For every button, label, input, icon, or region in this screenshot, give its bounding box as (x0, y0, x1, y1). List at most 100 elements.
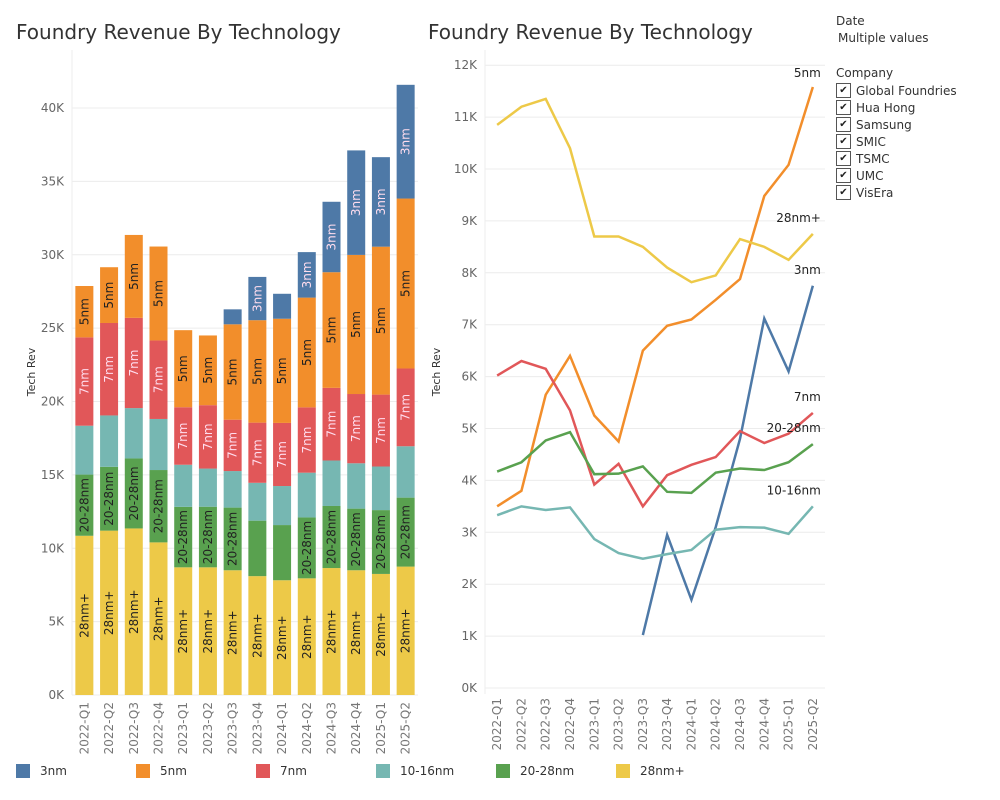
bar-segment-label: 5nm (152, 280, 166, 307)
y-tick-label: 10K (454, 162, 478, 176)
bar-segment-label: 20-28nm (127, 466, 141, 520)
bar-segment-label: 28nm+ (77, 593, 91, 638)
bar-segment-label: 20-28nm (102, 472, 116, 526)
x-tick-label: 2024-Q2 (300, 702, 314, 754)
bar-segment-label: 5nm (102, 282, 116, 309)
bar-segment-label: 20-28nm (325, 510, 339, 564)
company-checkbox-umc[interactable]: ✔ UMC (836, 167, 957, 184)
legend-item-20-28nm[interactable]: 20-28nm (496, 764, 616, 778)
x-tick-label: 2023-Q4 (660, 698, 674, 750)
bar-segment-label: 28nm+ (275, 615, 289, 660)
x-tick-label: 2022-Q4 (563, 698, 577, 750)
legend-item-3nm[interactable]: 3nm (16, 764, 136, 778)
bar-segment-label: 28nm+ (226, 610, 240, 655)
company-checkbox-visera[interactable]: ✔ VisEra (836, 184, 957, 201)
bar-segment-7nm (198, 405, 217, 469)
bar-segment-28nm+ (297, 578, 316, 695)
stacked-bar-chart: 0K 5K 10K 15K 20K 25K 30K 35K 40K Tech Rev 28nm+ 20… (25, 50, 418, 754)
x-tick-label: 2024-Q1 (275, 702, 289, 754)
bar-segment-label: 20-28nm (374, 515, 388, 569)
bar-segment-20-28nm (273, 525, 292, 581)
legend-item-7nm[interactable]: 7nm (256, 764, 376, 778)
x-tick-label: 2023-Q1 (587, 698, 601, 750)
line-series-10-16nm (496, 505, 814, 561)
company-label: SMIC (856, 134, 886, 149)
bar-segment-5nm (322, 272, 341, 388)
legend-item-10-16nm[interactable]: 10-16nm (376, 764, 496, 778)
bar-segment-5nm (273, 318, 292, 423)
bar-segment-label: 5nm (77, 298, 91, 325)
checkbox-checked-icon[interactable]: ✔ (836, 100, 851, 115)
checkbox-checked-icon[interactable]: ✔ (836, 168, 851, 183)
bar-segment-label: 28nm+ (152, 596, 166, 641)
company-filter-label: Company (836, 66, 894, 80)
checkbox-checked-icon[interactable]: ✔ (836, 83, 851, 98)
x-tick-label: 2024-Q1 (684, 698, 698, 750)
bar-segment-28nm+ (347, 570, 366, 695)
bar-segment-20-28nm (322, 505, 341, 569)
bar-segment-label: 28nm+ (374, 612, 388, 657)
company-checkbox-hua-hong[interactable]: ✔ Hua Hong (836, 99, 957, 116)
bar-segment-10-16nm (396, 446, 415, 498)
legend-item-28nm+[interactable]: 28nm+ (616, 764, 736, 778)
legend-item-5nm[interactable]: 5nm (136, 764, 256, 778)
bar-segment-label: 5nm (176, 355, 190, 382)
x-tick-label: 2022-Q2 (514, 698, 528, 750)
bar-segment-5nm (174, 330, 193, 408)
bar-segment-label: 7nm (325, 411, 339, 438)
bar-segment-20-28nm (124, 458, 143, 529)
x-tick-label: 2022-Q1 (77, 702, 91, 754)
bar-segment-20-28nm (347, 508, 366, 571)
bar-segment-label: 5nm (325, 317, 339, 344)
line-end-label: 3nm (794, 263, 821, 277)
company-label: VisEra (856, 185, 894, 200)
y-tick-label: 5K (48, 615, 65, 629)
bar-segment-label: 5nm (127, 263, 141, 290)
bar-segment-10-16nm (223, 471, 242, 508)
x-tick-label: 2022-Q3 (539, 698, 553, 750)
y-tick-label: 11K (454, 110, 478, 124)
line-series-5nm (496, 86, 815, 508)
company-label: Hua Hong (856, 100, 916, 115)
bar-segment-label: 3nm (250, 285, 264, 312)
bar-segment-label: 28nm+ (399, 608, 413, 653)
checkbox-checked-icon[interactable]: ✔ (836, 134, 851, 149)
bar-segment-3nm (322, 201, 341, 273)
company-checkbox-smic[interactable]: ✔ SMIC (836, 133, 957, 150)
bar-segment-28nm+ (248, 576, 267, 695)
bar-segment-label: 7nm (102, 356, 116, 383)
x-tick-label: 2023-Q3 (226, 702, 240, 754)
x-tick-label: 2024-Q2 (709, 698, 723, 750)
bar-segment-label: 20-28nm (300, 521, 314, 575)
bar-segment-label: 7nm (127, 350, 141, 377)
checkbox-checked-icon[interactable]: ✔ (836, 151, 851, 166)
bar-segment-7nm (347, 394, 366, 464)
date-filter[interactable]: Date Multiple values (836, 14, 929, 45)
x-tick-label: 2024-Q4 (757, 698, 771, 750)
x-tick-label: 2023-Q2 (201, 702, 215, 754)
legend: 3nm 5nm 7nm 10-16nm 20-28nm 28nm+ (16, 764, 736, 778)
company-checkbox-tsmc[interactable]: ✔ TSMC (836, 150, 957, 167)
line-series-7nm (496, 359, 814, 509)
company-checkbox-samsung[interactable]: ✔ Samsung (836, 116, 957, 133)
checkbox-checked-icon[interactable]: ✔ (836, 185, 851, 200)
date-filter-value[interactable]: Multiple values (838, 31, 929, 45)
bar-segment-28nm+ (124, 528, 143, 695)
company-checkbox-global-foundries[interactable]: ✔ Global Foundries (836, 82, 957, 99)
bar-segment-label: 28nm+ (127, 589, 141, 634)
bar-segment-label: 28nm+ (300, 614, 314, 659)
legend-label: 3nm (40, 764, 67, 778)
bar-segment-label: 5nm (250, 358, 264, 385)
legend-swatch (616, 764, 630, 778)
x-tick-label: 2022-Q1 (490, 698, 504, 750)
line-end-label: 10-16nm (767, 483, 821, 497)
bar-segment-5nm (371, 246, 390, 395)
line-chart-title: Foundry Revenue By Technology (428, 20, 753, 44)
x-tick-label: 2022-Q3 (127, 702, 141, 754)
checkbox-checked-icon[interactable]: ✔ (836, 117, 851, 132)
y-tick-label: 25K (41, 321, 65, 335)
line-end-label: 7nm (794, 390, 821, 404)
bar-segment-label: 5nm (275, 357, 289, 384)
y-tick-label: 12K (454, 58, 478, 72)
y-tick-label: 30K (41, 248, 65, 262)
